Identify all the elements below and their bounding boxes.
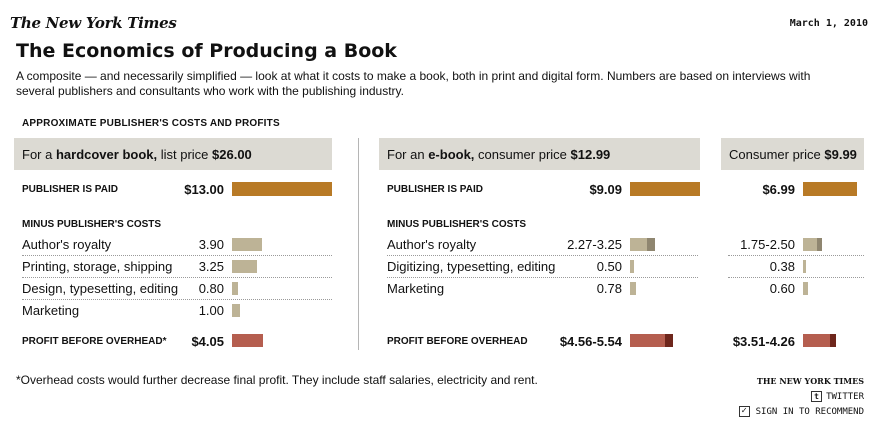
hardcover-paid-bar — [232, 182, 332, 196]
hardcover-cost-bar — [232, 282, 238, 295]
page-title: The Economics of Producing a Book — [16, 40, 397, 62]
ebook-header-bold: e-book, — [428, 146, 475, 162]
hardcover-costs-label: MINUS PUBLISHER'S COSTS — [22, 219, 162, 230]
ebook999-header-prefix: Consumer price — [729, 146, 825, 162]
ebook999-profit-bar-range — [830, 334, 836, 347]
ebook-cost-bar — [630, 260, 634, 273]
hardcover-profit-label: PROFIT BEFORE OVERHEAD* — [22, 336, 167, 347]
ebook-cost-value: 0.50 — [596, 259, 622, 274]
ebook-profit-bar-range — [665, 334, 673, 347]
ebook999-cost-value: 0.38 — [769, 259, 795, 274]
ebook-cost-bar-range — [647, 238, 655, 251]
hardcover-cost-name: Printing, storage, shipping — [22, 259, 173, 274]
ebook999-profit-bar — [803, 334, 830, 347]
twitter-link[interactable]: t TWITTER — [811, 391, 864, 402]
hardcover-profit-value: $4.05 — [191, 334, 224, 349]
hardcover-cost-bar — [232, 304, 240, 317]
hardcover-cost-value: 3.90 — [198, 237, 224, 252]
ebook999-cost-bar-range — [817, 238, 822, 251]
hardcover-header-prefix: For a — [22, 146, 56, 162]
ebook-cost-name: Author's royalty — [387, 237, 477, 252]
nyt-logo[interactable]: The New York Times — [10, 14, 177, 32]
ebook999-cost-bar — [803, 282, 808, 295]
ebook999-cost-value: 0.60 — [769, 281, 795, 296]
footer-credit: THE NEW YORK TIMES — [756, 376, 864, 386]
section-label: APPROXIMATE PUBLISHER'S COSTS AND PROFIT… — [22, 118, 280, 129]
hardcover-profit-bar — [232, 334, 263, 347]
ebook-cost-name: Digitizing, typesetting, editing — [387, 259, 556, 274]
ebook-header: For an e-book, consumer price $12.99 — [379, 138, 700, 170]
twitter-label[interactable]: TWITTER — [826, 391, 864, 402]
ebook999-cost-bar — [803, 238, 817, 251]
ebook-profit-bar — [630, 334, 665, 347]
hardcover-cost-bar — [232, 238, 262, 251]
ebook-paid-bar — [630, 182, 700, 196]
checkbox-icon[interactable]: ✓ — [738, 406, 750, 417]
ebook-costs-label: MINUS PUBLISHER'S COSTS — [387, 219, 527, 230]
hardcover-cost-value: 0.80 — [198, 281, 224, 296]
ebook999-cost-value: 1.75-2.50 — [740, 237, 795, 252]
hardcover-row-divider — [22, 255, 332, 256]
ebook-header-prefix: For an — [387, 146, 429, 162]
hardcover-header-bold: hardcover book, — [55, 146, 158, 162]
hardcover-cost-name: Design, typesetting, editing — [22, 281, 179, 296]
hardcover-cost-bar — [232, 260, 257, 273]
hardcover-cost-value: 1.00 — [198, 303, 224, 318]
hardcover-cost-name: Author's royalty — [22, 237, 112, 252]
hardcover-paid-value: $13.00 — [184, 182, 224, 197]
ebook999-paid-bar — [803, 182, 857, 196]
ebook-profit-label: PROFIT BEFORE OVERHEAD — [387, 336, 528, 347]
ebook999-paid-value: $6.99 — [762, 182, 795, 197]
ebook999-header: Consumer price $9.99 — [721, 138, 864, 170]
hardcover-header-price: $26.00 — [212, 146, 252, 162]
hardcover-row-divider — [22, 277, 332, 278]
recommend-link[interactable]: ✓ SIGN IN TO RECOMMEND — [738, 406, 864, 417]
hardcover-row-divider — [22, 299, 332, 300]
ebook-cost-value: 0.78 — [596, 281, 622, 296]
ebook-cost-bar — [630, 238, 647, 251]
column-divider — [358, 138, 359, 350]
ebook999-row-divider — [728, 255, 864, 256]
footnote: *Overhead costs would further decrease f… — [16, 373, 538, 387]
ebook-header-price: $12.99 — [570, 146, 611, 162]
hardcover-header: For a hardcover book, list price $26.00 — [14, 138, 332, 170]
hardcover-cost-value: 3.25 — [198, 259, 224, 274]
hardcover-cost-name: Marketing — [22, 303, 80, 318]
ebook999-row-divider — [728, 277, 864, 278]
ebook-paid-label: PUBLISHER IS PAID — [387, 184, 483, 195]
ebook-row-divider — [387, 277, 698, 278]
hardcover-paid-label: PUBLISHER IS PAID — [22, 184, 118, 195]
twitter-icon[interactable]: t — [811, 391, 823, 402]
publish-date: March 1, 2010 — [789, 18, 868, 29]
ebook-header-suffix: consumer price — [474, 146, 571, 162]
page-description: A composite — and necessarily simplified… — [16, 69, 811, 98]
ebook-cost-bar — [630, 282, 636, 295]
hardcover-header-suffix: list price — [157, 146, 213, 162]
ebook999-cost-bar — [803, 260, 806, 273]
recommend-label[interactable]: SIGN IN TO RECOMMEND — [755, 406, 864, 417]
ebook-row-divider — [387, 255, 698, 256]
ebook999-header-price: $9.99 — [824, 146, 857, 162]
ebook-profit-value: $4.56-5.54 — [559, 334, 622, 349]
ebook-cost-name: Marketing — [387, 281, 445, 296]
ebook-cost-value: 2.27-3.25 — [567, 237, 622, 252]
ebook999-profit-value: $3.51-4.26 — [732, 334, 795, 349]
ebook-paid-value: $9.09 — [589, 182, 622, 197]
